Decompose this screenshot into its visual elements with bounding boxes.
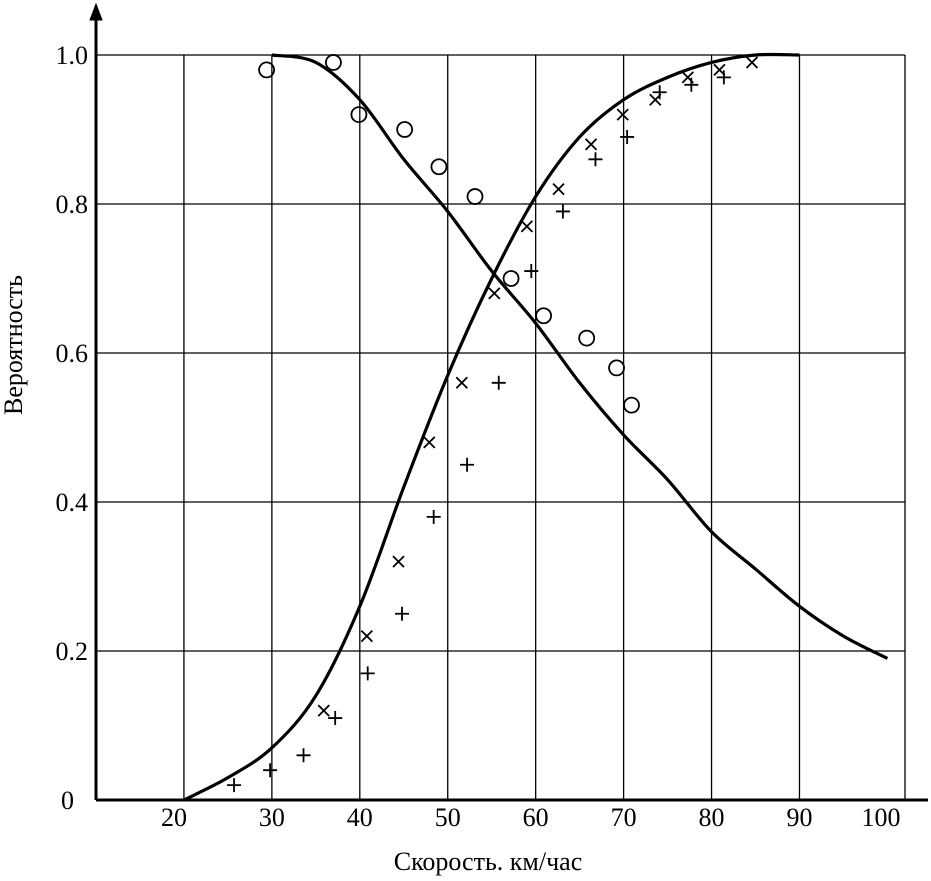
point-plus-8 [492,376,506,390]
point-x-3 [424,437,435,448]
point-x-8 [586,139,597,150]
point-x-6 [521,221,532,232]
x-tick-label-100: 100 [862,803,901,832]
point-circle-1 [326,55,341,70]
point-x-13 [746,57,757,68]
point-plus-5 [395,607,409,621]
y-axis-arrow [90,4,102,20]
y-tick-label-0_6: 0.6 [56,339,89,368]
x-tick-labels: 20 30 40 50 60 70 80 90 100 [161,803,901,832]
y-tick-label-1: 1.0 [56,41,89,70]
point-x-1 [361,631,372,642]
x-tick-label-60: 60 [523,803,549,832]
point-plus-7 [460,458,474,472]
point-plus-3 [328,711,342,725]
point-plus-11 [588,152,602,166]
x-tick-label-90: 90 [786,803,812,832]
y-tick-label-0_8: 0.8 [56,190,89,219]
point-plus-0 [227,778,241,792]
point-plus-6 [427,510,441,524]
point-plus-10 [556,204,570,218]
curve-increasing [184,54,800,800]
x-tick-label-20: 20 [161,803,187,832]
point-x-7 [553,184,564,195]
y-tick-label-0_4: 0.4 [56,488,89,517]
point-plus-13 [653,85,667,99]
point-plus-15 [717,70,731,84]
point-x-5 [489,288,500,299]
point-plus-12 [620,130,634,144]
point-circle-5 [467,189,482,204]
x-tick-label-40: 40 [347,803,373,832]
x-tick-label-80: 80 [699,803,725,832]
point-circle-6 [504,271,519,286]
point-circle-2 [351,107,366,122]
point-plus-1 [263,763,277,777]
x-axis-title: Скорость. км/час [394,847,583,876]
point-plus-4 [361,666,375,680]
y-axis-title: Вероятность [0,275,28,415]
point-x-0 [318,705,329,716]
point-circle-4 [431,159,446,174]
curve-decreasing [272,55,888,658]
point-plus-2 [297,748,311,762]
point-x-2 [393,556,404,567]
point-circle-7 [536,308,551,323]
axes [90,4,928,800]
point-circle-9 [609,360,624,375]
point-circle-3 [397,122,412,137]
probability-speed-chart: 20 30 40 50 60 70 80 90 100 0 0.2 0.4 0.6 0.8 1.0 Ско… [0,0,931,881]
x-tick-label-30: 30 [259,803,285,832]
point-circle-8 [579,331,594,346]
x-tick-label-50: 50 [435,803,461,832]
x-tick-label-70: 70 [611,803,637,832]
grid-lines [96,55,905,800]
y-tick-label-0: 0 [61,786,74,815]
y-tick-label-0_2: 0.2 [56,637,89,666]
y-tick-labels: 0 0.2 0.4 0.6 0.8 1.0 [56,41,89,815]
point-circle-10 [624,398,639,413]
point-x-9 [617,109,628,120]
data-points [227,55,757,792]
point-x-4 [456,377,467,388]
